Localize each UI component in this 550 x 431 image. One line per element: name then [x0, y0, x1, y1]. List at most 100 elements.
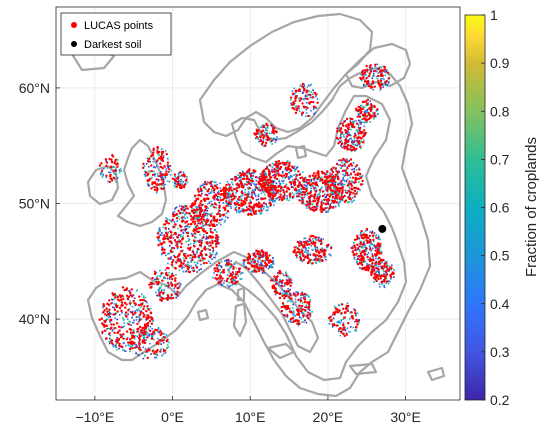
cropland-point: [250, 176, 252, 179]
cropland-point: [263, 172, 265, 175]
cropland-point: [194, 210, 196, 213]
cropland-point: [315, 187, 317, 189]
cropland-point: [226, 260, 228, 262]
cropland-point: [120, 170, 123, 172]
cropland-point: [375, 75, 378, 78]
cropland-point: [148, 165, 150, 168]
lucas-point: [331, 183, 334, 187]
cropland-point: [144, 348, 147, 350]
lucas-point: [256, 266, 259, 269]
lucas-point: [340, 142, 344, 146]
lucas-point: [131, 334, 134, 338]
lucas-point: [138, 343, 141, 346]
cropland-point: [305, 112, 308, 114]
lucas-point: [170, 263, 174, 266]
cropland-point: [331, 182, 334, 185]
lucas-point: [225, 204, 228, 208]
cropland-point: [191, 269, 194, 272]
cropland-point: [115, 173, 118, 175]
lucas-point: [291, 165, 294, 168]
lucas-point: [121, 294, 124, 297]
lucas-point: [120, 326, 123, 329]
lucas-point: [356, 234, 359, 238]
lucas-point: [294, 111, 298, 115]
cropland-point: [162, 172, 164, 175]
cropland-point: [162, 293, 165, 296]
lucas-point: [148, 348, 151, 352]
cropland-point: [183, 266, 185, 269]
cropland-point: [364, 111, 367, 113]
cropland-point: [259, 173, 262, 175]
lucas-point: [260, 209, 263, 212]
lucas-point: [333, 175, 337, 179]
lucas-point: [300, 193, 304, 196]
lucas-point: [329, 246, 333, 250]
cropland-point: [257, 195, 260, 198]
cropland-point: [341, 178, 344, 181]
cropland-point: [105, 318, 108, 321]
lucas-point: [204, 223, 207, 226]
cropland-point: [219, 278, 221, 281]
lucas-point: [211, 240, 214, 243]
cropland-point: [155, 356, 158, 359]
cropland-point: [130, 324, 132, 326]
cropland-point: [182, 228, 185, 231]
cropland-point: [162, 333, 165, 335]
cropland-point: [169, 244, 171, 247]
cropland-point: [331, 190, 333, 193]
cropland-point: [263, 271, 266, 274]
cropland-point: [207, 181, 209, 184]
cropland-point: [179, 235, 182, 238]
cropland-point: [366, 253, 369, 256]
lucas-point: [300, 112, 304, 115]
cropland-point: [158, 230, 161, 233]
lucas-point: [259, 139, 263, 143]
cropland-point: [131, 333, 133, 336]
cropland-point: [243, 184, 245, 187]
cropland-point: [168, 278, 171, 280]
cropland-point: [163, 339, 166, 342]
lucas-point: [278, 270, 282, 273]
cropland-point: [344, 329, 347, 332]
cropland-point: [155, 191, 158, 194]
cropland-point: [260, 259, 262, 262]
lucas-point: [346, 140, 350, 143]
lucas-point: [384, 81, 387, 84]
cropland-point: [162, 182, 165, 185]
cropland-point: [300, 114, 303, 117]
lucas-point: [196, 218, 199, 222]
lucas-point: [182, 209, 186, 212]
cropland-point: [272, 257, 274, 260]
cropland-point: [307, 240, 310, 243]
lucas-point: [373, 105, 376, 109]
lucas-point: [218, 206, 221, 209]
lucas-point: [175, 244, 178, 247]
lucas-point: [283, 185, 286, 189]
cropland-point: [226, 274, 229, 276]
cropland-point: [165, 285, 168, 287]
cropland-point: [255, 212, 258, 215]
lucas-point: [311, 262, 314, 265]
lucas-point: [161, 156, 165, 159]
lucas-point: [181, 205, 185, 209]
lucas-point: [180, 207, 183, 211]
cropland-point: [223, 280, 226, 282]
cropland-point: [285, 279, 288, 281]
cropland-point: [281, 176, 284, 179]
lucas-point: [184, 228, 187, 231]
cropland-point: [345, 142, 348, 145]
cropland-point: [298, 107, 300, 110]
lucas-point: [316, 101, 319, 104]
cropland-point: [375, 257, 377, 260]
cropland-point: [157, 238, 160, 241]
cropland-point: [250, 261, 253, 264]
cropland-point: [307, 308, 310, 310]
lucas-point: [202, 218, 205, 221]
lucas-point: [298, 248, 301, 251]
cropland-point: [332, 317, 335, 320]
lucas-point: [379, 277, 382, 280]
lucas-point: [367, 111, 370, 115]
lucas-point: [339, 137, 342, 140]
lucas-point: [208, 182, 212, 185]
cropland-point: [185, 207, 187, 210]
